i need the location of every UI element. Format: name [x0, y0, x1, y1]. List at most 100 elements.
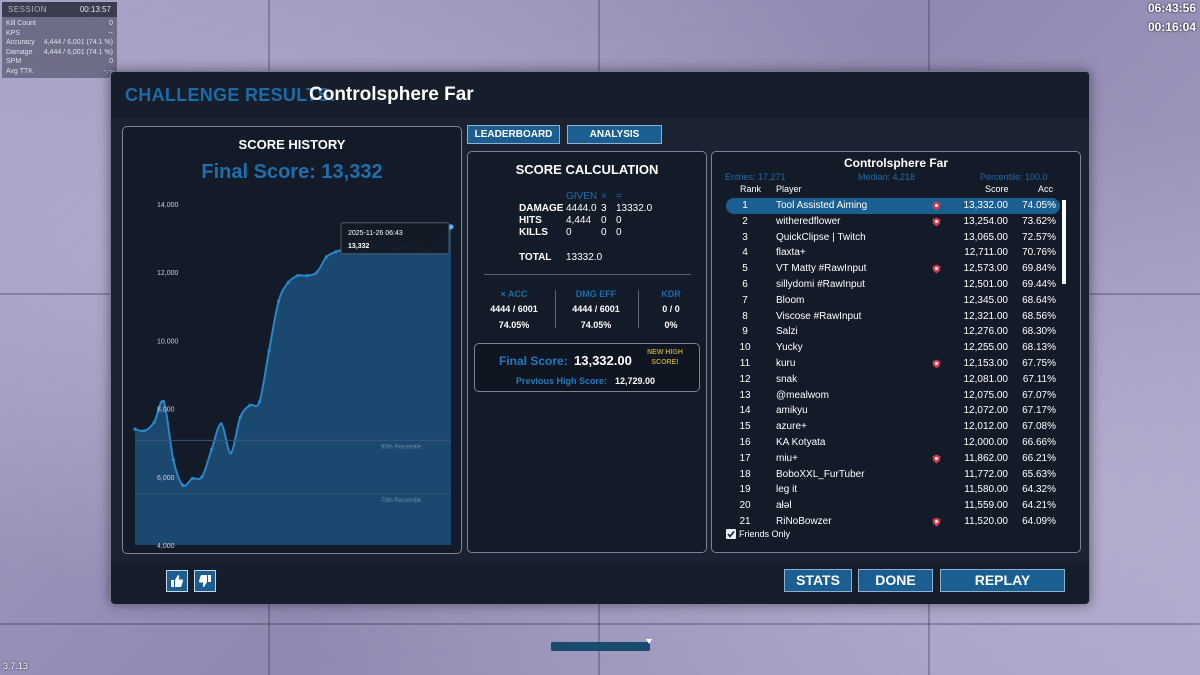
new-high-score-line2: SCORE!: [651, 359, 679, 366]
hud-stat-label: SPM: [6, 58, 22, 65]
row-rank: 20: [739, 500, 751, 512]
leaderboard-row[interactable]: 3 QuickClipse | Twitch 13,065.00 72.57%: [726, 230, 1060, 246]
row-rank: 6: [742, 278, 748, 290]
supporter-badge-icon: [932, 517, 941, 527]
row-player: @mealwom: [776, 389, 829, 401]
col-score: Score: [985, 184, 1009, 194]
hud-stat-label: Avg TTK: [6, 67, 33, 75]
row-accuracy: 72.57%: [1022, 231, 1056, 243]
acc-percent: 74.05%: [498, 320, 530, 330]
percentile-label: 75th Percentile: [381, 498, 422, 504]
calc-col-divider: [555, 290, 556, 328]
row-accuracy: 74.05%: [1022, 200, 1056, 211]
new-high-score-line1: NEW HIGH: [647, 349, 683, 356]
row-rank: 11: [739, 357, 751, 369]
leaderboard-row[interactable]: 19 leg it 11,580.00 64.32%: [726, 482, 1060, 498]
challenge-results-panel: CHALLENGE RESULTS: Controlsphere Far 90t…: [110, 71, 1090, 604]
row-score: 12,081.00: [963, 373, 1009, 385]
row-rank: 17: [739, 452, 751, 464]
scenario-title: Controlsphere Far: [309, 84, 474, 105]
final-score-box: Final Score: 13,332.00 NEW HIGH SCORE! P…: [474, 343, 700, 392]
tab-analysis[interactable]: ANALYSIS: [567, 125, 662, 144]
leaderboard-title: Controlsphere Far: [843, 156, 948, 170]
hud-stat-row: Damage 4,444 / 6,001 (74.1 %): [6, 48, 113, 58]
panel-footer: STATS DONE REPLAY: [111, 561, 1089, 604]
tab-leaderboard[interactable]: LEADERBOARD: [467, 125, 560, 144]
leaderboard-row[interactable]: 9 Salzi 12,276.00 68.30%: [726, 324, 1060, 340]
row-score: 11,580.00: [964, 484, 1008, 496]
hits-given: 4,444: [566, 215, 592, 226]
done-button[interactable]: DONE: [858, 569, 933, 592]
thumbs-up-icon: [171, 575, 183, 587]
row-accuracy: 67.08%: [1022, 421, 1056, 433]
row-player: witheredflower: [776, 215, 841, 227]
previous-high-label: Previous High Score:: [516, 376, 608, 386]
leaderboard-row[interactable]: 15 azure+ 12,012.00 67.08%: [726, 419, 1060, 435]
row-player: azure+: [776, 421, 807, 433]
friends-only-toggle[interactable]: Friends Only: [726, 529, 790, 539]
leaderboard-rows: 1 Tool Assisted Aiming 13,332.00 74.05% 2 wit…: [726, 198, 1060, 530]
leaderboard-row[interactable]: 12 snak 12,081.00 67.11%: [726, 372, 1060, 388]
final-score-label: Final Score:: [499, 354, 568, 368]
leaderboard-row[interactable]: 17 miu+ 11,862.00 66.21%: [726, 451, 1060, 467]
replay-button[interactable]: REPLAY: [940, 569, 1065, 592]
row-accuracy: 67.17%: [1022, 405, 1056, 417]
friends-only-checkbox[interactable]: [726, 529, 736, 539]
leaderboard-row[interactable]: 18 BoboXXL_FurTuber 11,772.00 65.63%: [726, 467, 1060, 483]
kills-given: 0: [566, 227, 572, 238]
session-hud: SESSION 00:13:57 Kill Count 0 KPS -- Accurac…: [2, 2, 117, 78]
total-label: TOTAL: [519, 252, 552, 263]
calc-col-divider: [638, 290, 639, 328]
panel-header: CHALLENGE RESULTS: Controlsphere Far: [111, 72, 1089, 118]
row-player: Salzi: [776, 326, 798, 338]
row-player: Tool Assisted Aiming: [776, 200, 868, 211]
dmg-eff-percent: 74.05%: [580, 320, 612, 330]
row-rank: 1: [742, 200, 748, 211]
row-accuracy: 67.11%: [1022, 373, 1056, 385]
row-rank: 3: [742, 231, 748, 243]
score-area: [135, 226, 451, 545]
row-score: 12,276.00: [963, 326, 1009, 338]
tooltip-date: 2025-11-26 06:43: [348, 230, 403, 237]
equals-header: =: [616, 191, 622, 202]
leaderboard-row[interactable]: 11 kuru 12,153.00 67.75%: [726, 356, 1060, 372]
acc-label: × ACC: [500, 289, 528, 299]
row-player: Yucky: [776, 342, 803, 354]
y-tick-label: 8,000: [157, 407, 175, 414]
row-rank: 10: [739, 342, 751, 354]
leaderboard-row[interactable]: 5 VT Matty #RawInput 12,573.00 69.84%: [726, 261, 1060, 277]
row-score: 12,255.00: [963, 342, 1009, 354]
hud-stat-value: 0: [109, 20, 113, 27]
row-accuracy: 68.64%: [1022, 294, 1056, 306]
leaderboard-row[interactable]: 4 flaxta+ 12,711.00 70.76%: [726, 245, 1060, 261]
leaderboard-row[interactable]: 13 @mealwom 12,075.00 67.07%: [726, 388, 1060, 404]
leaderboard-scrollbar[interactable]: [1062, 200, 1066, 284]
row-accuracy: 70.76%: [1022, 247, 1056, 259]
leaderboard-row[interactable]: 6 sillydomi #RawInput 12,501.00 69.44%: [726, 277, 1060, 293]
row-rank: 16: [739, 436, 751, 448]
row-rank: 4: [742, 247, 748, 259]
y-tick-label: 6,000: [157, 475, 175, 482]
leaderboard-row[interactable]: 10 Yucky 12,255.00 68.13%: [726, 340, 1060, 356]
row-rank: 14: [739, 405, 751, 417]
leaderboard-row[interactable]: 16 KA Kotyata 12,000.00 66.66%: [726, 435, 1060, 451]
row-player: leg it: [776, 484, 798, 496]
score-point: [315, 270, 319, 274]
thumbs-down-button[interactable]: [194, 570, 216, 592]
leaderboard-median: Median: 4,218: [858, 172, 916, 182]
leaderboard-row[interactable]: 7 Bloom 12,345.00 68.64%: [726, 293, 1060, 309]
score-point: [277, 299, 281, 303]
leaderboard-row[interactable]: 2 witheredflower 13,254.00 73.62%: [726, 214, 1060, 230]
leaderboard-row[interactable]: 1 Tool Assisted Aiming 13,332.00 74.05%: [726, 198, 1060, 214]
thumbs-up-button[interactable]: [166, 570, 188, 592]
session-time: 00:13:57: [79, 5, 111, 14]
damage-multiplier: 3: [601, 203, 607, 214]
leaderboard-row[interactable]: 14 amikyu 12,072.00 67.17%: [726, 403, 1060, 419]
leaderboard-row[interactable]: 20 ałəl 11,559.00 64.21%: [726, 498, 1060, 514]
stats-button[interactable]: STATS: [784, 569, 852, 592]
final-score-value: 13,332.00: [574, 353, 632, 368]
score-history-title: SCORE HISTORY: [238, 137, 346, 152]
leaderboard-row[interactable]: 8 Viscose #RawInput 12,321.00 68.56%: [726, 309, 1060, 325]
y-tick-label: 12,000: [157, 270, 179, 277]
leaderboard-row[interactable]: 21 RiNoBowzer 11,520.00 64.09%: [726, 514, 1060, 530]
